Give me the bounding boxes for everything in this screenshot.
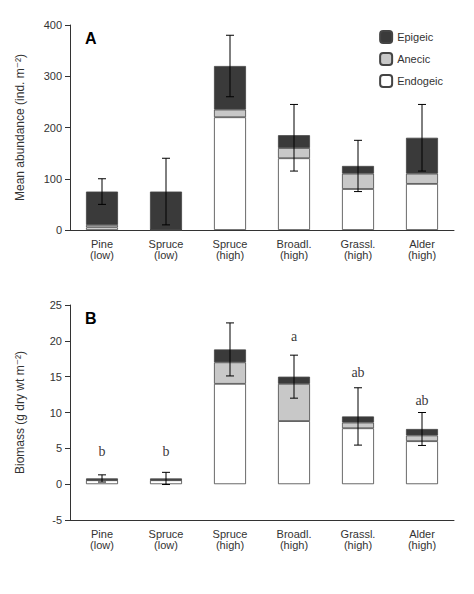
svg-text:0: 0 (56, 224, 62, 236)
svg-text:0: 0 (56, 478, 62, 490)
svg-text:Broadl.: Broadl. (276, 527, 312, 540)
svg-text:(high): (high) (344, 249, 372, 261)
svg-text:Epigeic: Epigeic (397, 31, 434, 43)
svg-text:Anecic: Anecic (397, 53, 431, 65)
svg-text:(low): (low) (154, 539, 178, 551)
svg-text:Spruce: Spruce (148, 237, 184, 250)
svg-text:a: a (291, 329, 298, 344)
svg-text:200: 200 (44, 122, 62, 134)
svg-text:25: 25 (50, 299, 62, 311)
svg-text:Biomass (g dry wt m⁻²): Biomass (g dry wt m⁻²) (13, 351, 27, 474)
svg-text:Alder: Alder (409, 237, 435, 250)
svg-text:10: 10 (50, 407, 62, 419)
svg-text:Pine: Pine (91, 527, 113, 540)
svg-text:(high): (high) (216, 249, 244, 261)
svg-text:(high): (high) (280, 249, 308, 261)
svg-text:(low): (low) (90, 539, 114, 551)
svg-text:300: 300 (44, 70, 62, 82)
svg-text:Pine: Pine (91, 237, 113, 250)
svg-text:15: 15 (50, 371, 62, 383)
svg-text:400: 400 (44, 19, 62, 31)
svg-text:(high): (high) (216, 539, 244, 551)
svg-text:Mean abundance (ind. m⁻²): Mean abundance (ind. m⁻²) (13, 54, 27, 201)
svg-text:Spruce: Spruce (212, 527, 248, 540)
svg-text:Endogeic: Endogeic (397, 75, 443, 87)
svg-text:ab: ab (415, 393, 428, 408)
svg-text:b: b (99, 444, 106, 459)
svg-text:-5: -5 (52, 514, 62, 526)
svg-text:(high): (high) (280, 539, 308, 551)
svg-text:Grassl.: Grassl. (340, 527, 376, 540)
svg-text:5: 5 (56, 442, 62, 454)
svg-text:A: A (85, 30, 97, 47)
svg-text:Alder: Alder (409, 527, 435, 540)
svg-text:B: B (85, 310, 97, 327)
svg-text:Broadl.: Broadl. (276, 237, 312, 250)
svg-text:(high): (high) (408, 539, 436, 551)
svg-text:Grassl.: Grassl. (340, 237, 376, 250)
svg-text:(high): (high) (408, 249, 436, 261)
svg-text:Spruce: Spruce (212, 237, 248, 250)
svg-text:Spruce: Spruce (148, 527, 184, 540)
svg-text:100: 100 (44, 173, 62, 185)
svg-text:20: 20 (50, 335, 62, 347)
svg-text:ab: ab (351, 365, 364, 380)
svg-text:b: b (163, 444, 170, 459)
svg-text:(high): (high) (344, 539, 372, 551)
svg-text:(low): (low) (154, 249, 178, 261)
svg-text:(low): (low) (90, 249, 114, 261)
